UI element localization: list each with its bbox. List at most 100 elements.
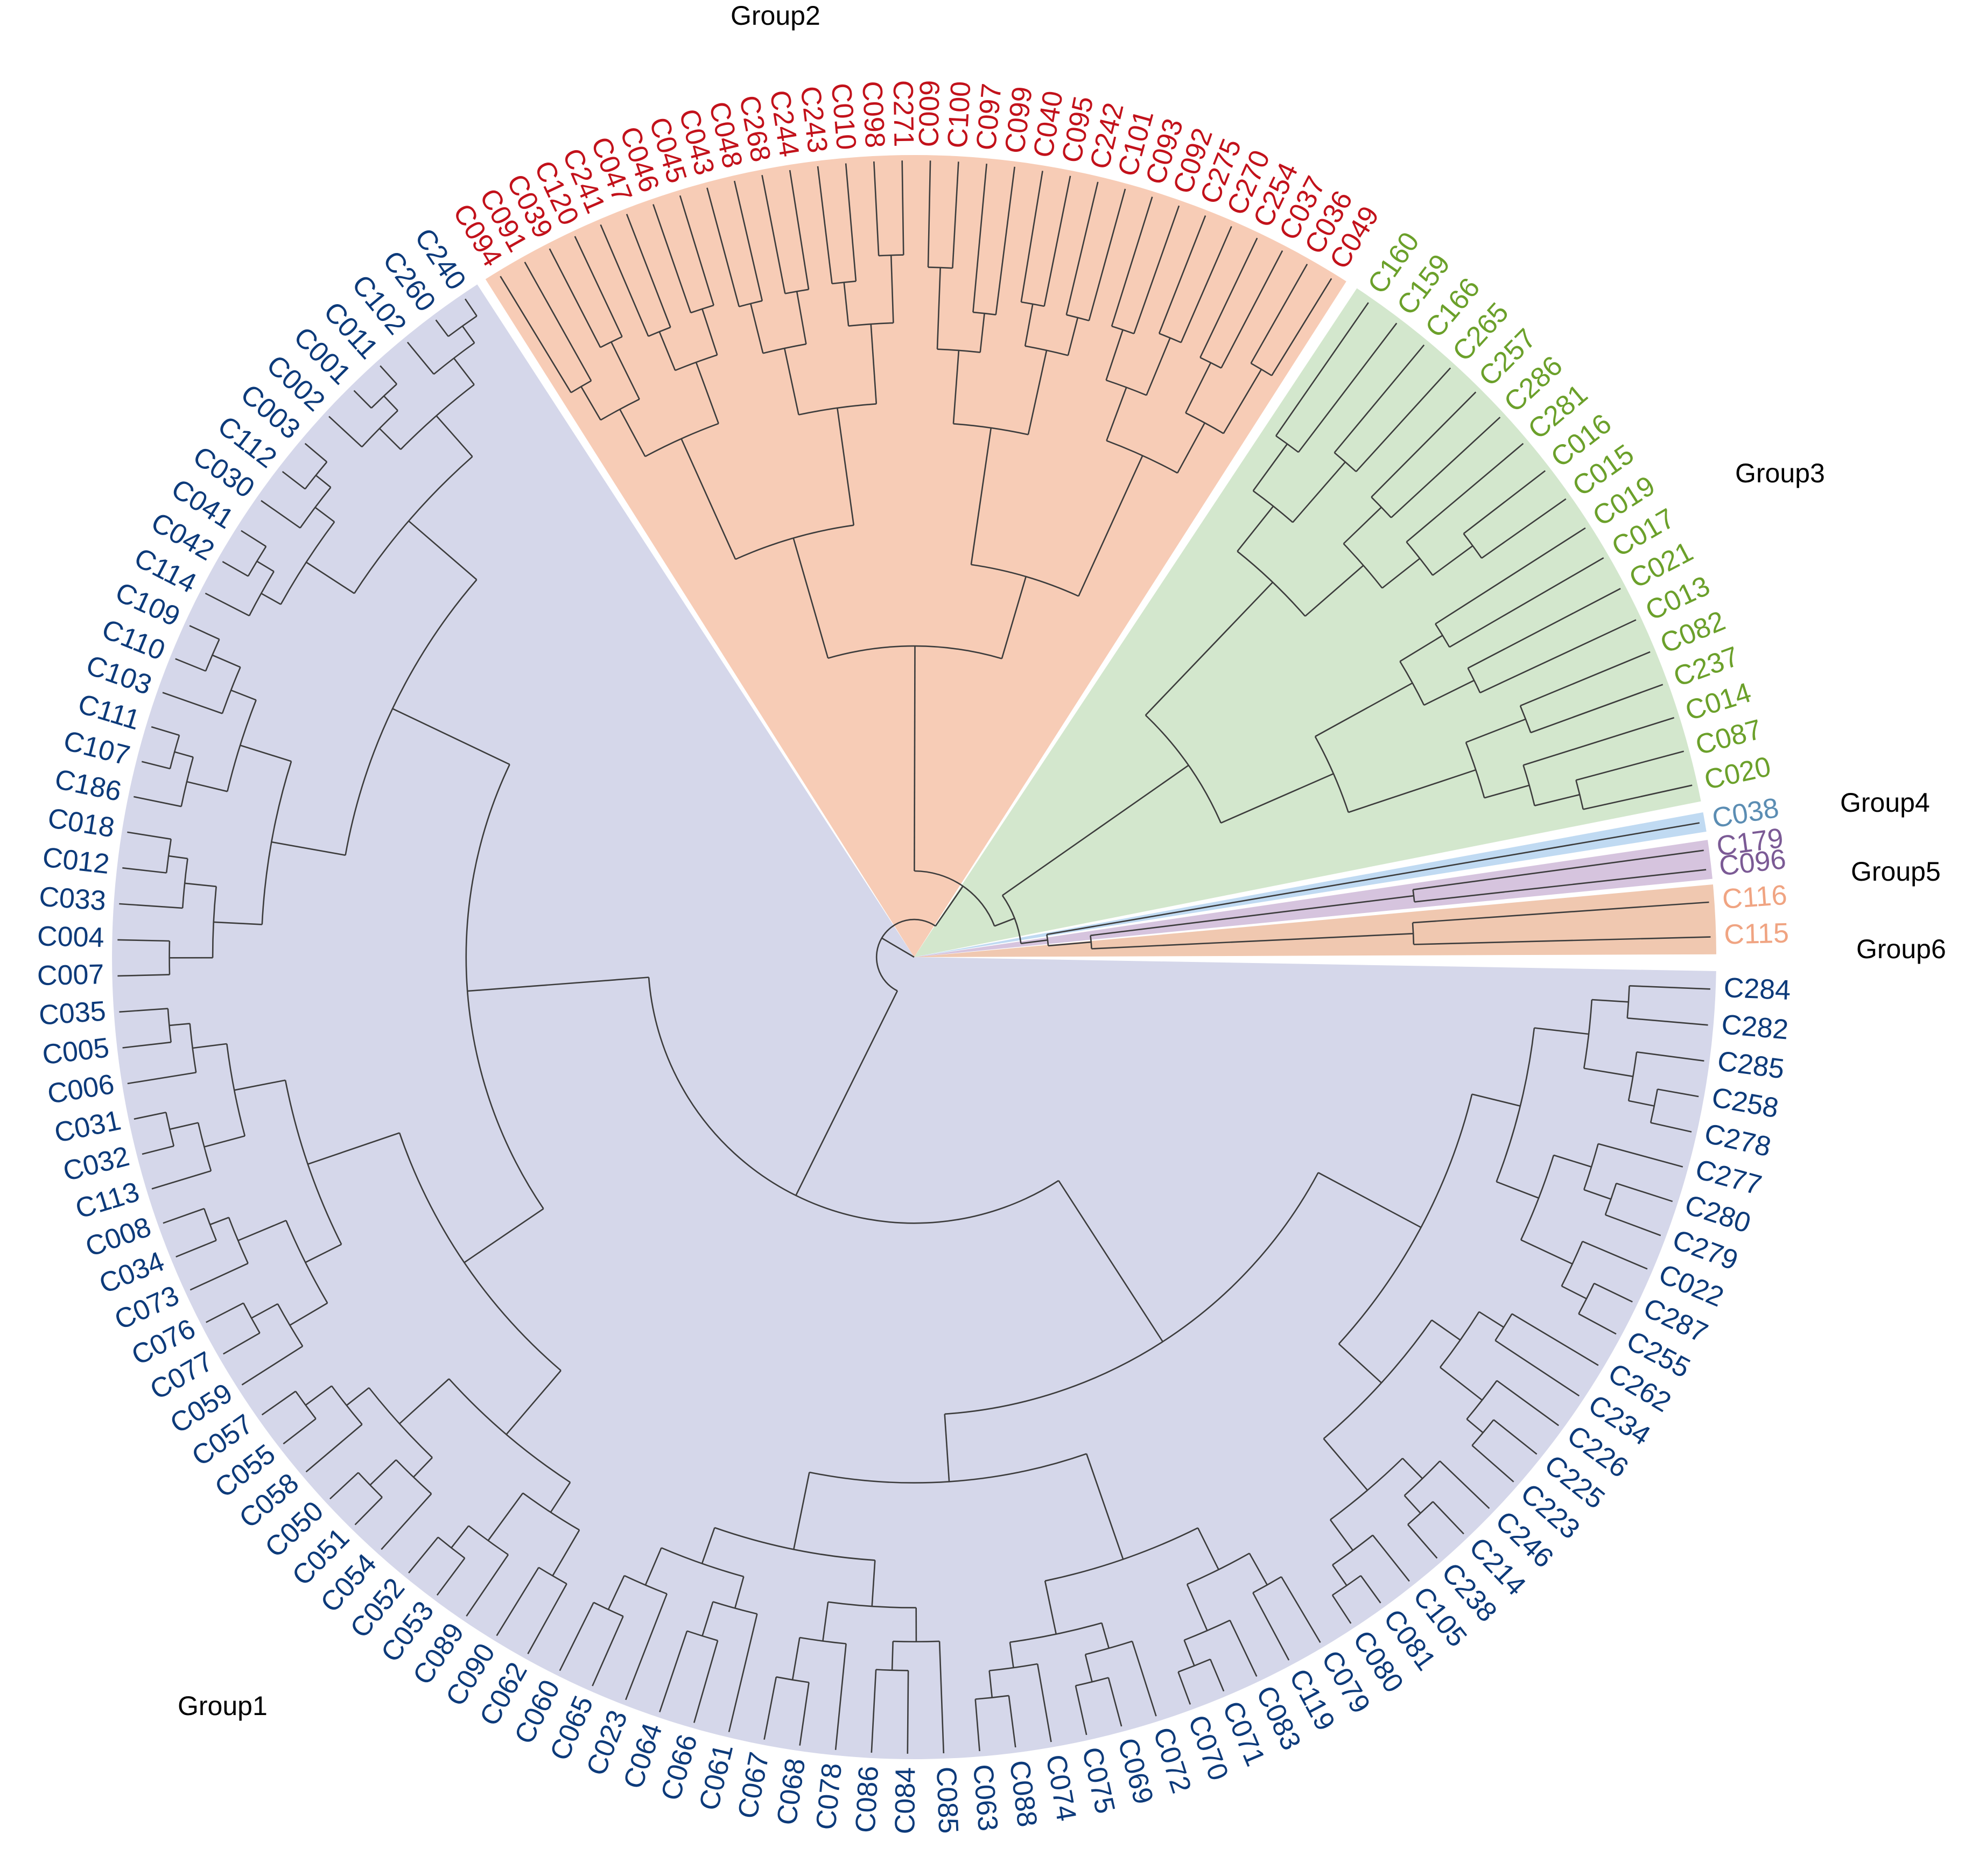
branch-line — [988, 1670, 993, 1698]
branch-line — [549, 248, 601, 348]
branch-line — [142, 1145, 174, 1155]
branch-line — [134, 1112, 166, 1120]
branch-line — [1432, 1501, 1464, 1535]
branch-line — [1220, 250, 1283, 369]
leaf-label: C278 — [1702, 1118, 1774, 1163]
branch-line — [1334, 344, 1425, 453]
branch-line — [1067, 317, 1079, 356]
branch-line — [117, 939, 170, 942]
branch-line — [1578, 1313, 1617, 1335]
branch-arc — [1627, 1052, 1638, 1101]
leaf-label: C284 — [1723, 972, 1792, 1006]
branch-line — [1583, 1189, 1611, 1200]
branch-line — [944, 1414, 950, 1482]
branch-line — [1583, 1067, 1633, 1077]
branch-line — [1237, 505, 1274, 552]
branch-line — [1250, 263, 1308, 364]
branch-line — [974, 1699, 980, 1752]
branch-line — [1511, 1313, 1599, 1366]
branch-line — [1271, 278, 1332, 376]
group2-title: Group2 — [731, 1, 820, 31]
branch-line — [399, 1378, 450, 1424]
branch-line — [1199, 237, 1258, 358]
branch-line — [1001, 576, 1027, 659]
group3-title: Group3 — [1735, 458, 1825, 488]
leaf-label: C115 — [1724, 918, 1789, 951]
branch-line — [119, 1008, 168, 1013]
branch-line — [1101, 1622, 1110, 1649]
branch-arc — [447, 315, 478, 338]
branch-line — [1105, 329, 1124, 381]
branch-line — [122, 1041, 171, 1049]
branch-line — [464, 1208, 544, 1263]
branch-line — [1043, 175, 1071, 307]
branch-line — [1432, 545, 1473, 576]
branch-arc — [284, 1080, 342, 1245]
branch-line — [453, 357, 475, 385]
branch-line — [791, 1637, 801, 1680]
branch-line — [261, 593, 282, 605]
branch-line — [206, 1302, 244, 1323]
group6-title: Group6 — [1856, 934, 1946, 964]
branch-line — [1027, 350, 1048, 435]
branch-line — [1553, 1154, 1592, 1168]
branch-line — [1594, 1282, 1633, 1303]
branch-line — [1332, 1564, 1348, 1586]
branch-line — [1106, 387, 1127, 441]
branch-arc — [354, 456, 473, 594]
branch-line — [1657, 1088, 1699, 1098]
branch-line — [1561, 1285, 1587, 1299]
branch-line — [527, 1583, 567, 1655]
group-sectors — [112, 154, 1716, 1760]
branch-line — [693, 1640, 719, 1723]
branch-line — [174, 751, 194, 758]
branch-line — [1520, 651, 1651, 707]
branch-line — [230, 689, 257, 701]
branch-line — [619, 409, 646, 457]
branch-line — [695, 362, 719, 424]
leaf-label: C086 — [850, 1765, 885, 1833]
branch-line — [1360, 1575, 1381, 1604]
branch-line — [1177, 1671, 1191, 1705]
branch-line — [1229, 1620, 1258, 1677]
branch-arc — [468, 1525, 509, 1556]
branch-line — [1146, 338, 1171, 396]
branch-arc — [197, 1122, 212, 1171]
branch-line — [1496, 1181, 1539, 1199]
branch-line — [261, 1390, 296, 1416]
leaf-label: C282 — [1720, 1009, 1789, 1045]
branch-arc — [1338, 1094, 1473, 1345]
branch-line — [970, 427, 992, 565]
branch-line — [305, 1424, 363, 1473]
branch-line — [1248, 1552, 1268, 1585]
branch-arc — [827, 1601, 916, 1608]
branch-line — [1186, 1584, 1208, 1631]
branch-line — [1252, 1592, 1290, 1661]
branch-line — [680, 438, 736, 560]
branch-line — [952, 161, 959, 269]
leaf-label: C271 — [887, 80, 920, 147]
leaf-label: C068 — [771, 1756, 811, 1827]
leaf-label: C031 — [52, 1105, 124, 1149]
group6-sector — [914, 884, 1716, 957]
leaf-label: C186 — [52, 763, 124, 807]
branch-line — [789, 170, 810, 290]
branch-line — [192, 1043, 227, 1049]
branch-line — [1494, 1340, 1580, 1397]
branch-line — [1530, 684, 1664, 734]
branch-line — [169, 1122, 199, 1130]
branch-arc — [644, 423, 719, 458]
branch-arc — [686, 1630, 718, 1641]
branch-line — [435, 319, 449, 337]
branch-line — [1075, 1685, 1087, 1736]
branch-line — [186, 781, 228, 792]
leaf-label: C063 — [967, 1763, 1003, 1832]
group5-title: Group5 — [1851, 856, 1941, 887]
branch-line — [1523, 716, 1674, 766]
branch-line — [1423, 679, 1475, 706]
branch-line — [901, 160, 904, 255]
branch-line — [261, 500, 301, 529]
branch-line — [379, 428, 402, 450]
branch-line — [1044, 1580, 1057, 1634]
leaf-label: C033 — [38, 881, 107, 917]
